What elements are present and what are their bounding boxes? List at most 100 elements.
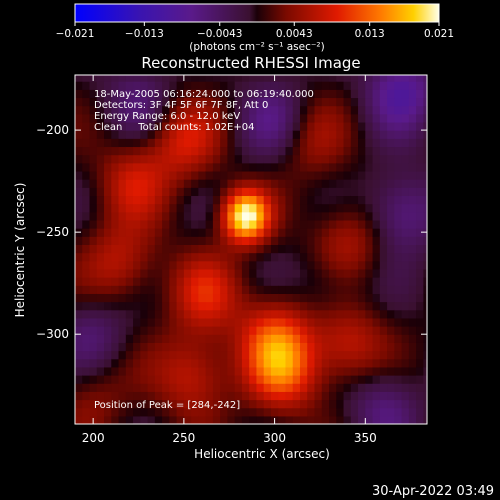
info-annotations: 18-May-2005 06:16:24.000 to 06:19:40.000… xyxy=(94,89,314,411)
heatmap-cell xyxy=(118,244,127,254)
heatmap-cell xyxy=(423,383,427,392)
heatmap-cell xyxy=(263,105,272,115)
heatmap-cell xyxy=(89,260,98,270)
heatmap-cell xyxy=(394,228,403,237)
heatmap-cell xyxy=(104,285,112,294)
heatmap-cell xyxy=(387,170,395,180)
heatmap-cell xyxy=(394,146,403,156)
heatmap-cell xyxy=(358,260,366,270)
heatmap-cell xyxy=(198,121,207,131)
heatmap-cell xyxy=(307,179,316,188)
heatmap-cell xyxy=(212,146,221,156)
heatmap-cell xyxy=(394,326,403,335)
heatmap-cell xyxy=(241,187,250,197)
heatmap-cell xyxy=(162,97,170,107)
heatmap-cell xyxy=(416,236,424,245)
heatmap-cell xyxy=(329,236,337,245)
heatmap-cell xyxy=(314,105,323,115)
heatmap-cell xyxy=(147,219,156,229)
heatmap-cell xyxy=(118,89,127,99)
heatmap-cell xyxy=(285,219,294,229)
heatmap-cell xyxy=(147,326,156,335)
heatmap-cell xyxy=(285,260,294,270)
heatmap-cell xyxy=(183,268,192,278)
heatmap-cell xyxy=(125,342,134,352)
heatmap-cell xyxy=(169,203,178,213)
heatmap-cell xyxy=(125,105,134,115)
heatmap-cell xyxy=(82,277,91,286)
heatmap-cell xyxy=(183,293,192,303)
heatmap-cell xyxy=(220,138,229,148)
heatmap-cell xyxy=(423,342,427,352)
heatmap-cell xyxy=(278,130,287,139)
heatmap-cell xyxy=(104,81,112,90)
heatmap-cell xyxy=(227,375,236,384)
heatmap-cell xyxy=(263,244,272,254)
heatmap-cell xyxy=(104,375,112,384)
heatmap-cell xyxy=(336,113,345,123)
heatmap-cell xyxy=(350,154,359,164)
heatmap-cell xyxy=(307,187,316,197)
heatmap-cell xyxy=(176,121,185,131)
heatmap-cell xyxy=(416,146,424,156)
heatmap-cell xyxy=(372,121,381,131)
heatmap-cell xyxy=(111,81,120,90)
heatmap-cell xyxy=(278,187,287,197)
heatmap-cell xyxy=(256,244,265,254)
heatmap-cell xyxy=(307,203,316,213)
heatmap-cell xyxy=(212,138,221,148)
heatmap-cell xyxy=(401,138,410,148)
heatmap-cell xyxy=(329,219,337,229)
heatmap-cell xyxy=(140,170,149,180)
heatmap-cell xyxy=(299,366,308,376)
heatmap-cell xyxy=(292,277,301,286)
heatmap-cell xyxy=(270,366,279,376)
heatmap-cell xyxy=(394,350,403,360)
heatmap-cell xyxy=(111,113,120,123)
heatmap-cell xyxy=(350,89,359,99)
heatmap-cell xyxy=(263,366,272,376)
heatmap-cell xyxy=(270,236,279,245)
heatmap-cell xyxy=(162,121,170,131)
heatmap-cell xyxy=(125,130,134,139)
heatmap-cell xyxy=(270,203,279,213)
heatmap-cell xyxy=(212,301,221,311)
heatmap-cell xyxy=(358,252,366,262)
heatmap-cell xyxy=(75,170,83,180)
heatmap-cell xyxy=(154,146,163,156)
heatmap-cell xyxy=(154,203,163,213)
heatmap-cell xyxy=(118,407,127,417)
heatmap-cell xyxy=(314,187,323,197)
heatmap-cell xyxy=(133,170,141,180)
heatmap-cell xyxy=(336,81,345,90)
heatmap-cell xyxy=(212,334,221,343)
heatmap-cell xyxy=(387,309,395,319)
heatmap-cell xyxy=(96,350,105,360)
heatmap-cell xyxy=(372,334,381,343)
heatmap-cell xyxy=(263,399,272,409)
heatmap-cell xyxy=(358,75,366,82)
heatmap-cell xyxy=(220,415,229,424)
heatmap-cell xyxy=(169,236,178,245)
heatmap-cell xyxy=(234,285,243,294)
heatmap-cell xyxy=(191,105,199,115)
heatmap-cell xyxy=(336,138,345,148)
heatmap-cell xyxy=(191,170,199,180)
heatmap-cell xyxy=(387,301,395,311)
heatmap-cell xyxy=(336,97,345,107)
heatmap-cell xyxy=(401,415,410,424)
heatmap-cell xyxy=(111,260,120,270)
heatmap-cell xyxy=(111,268,120,278)
heatmap-cell xyxy=(379,260,388,270)
heatmap-cell xyxy=(321,358,330,368)
heatmap-cell xyxy=(154,293,163,303)
heatmap-cell xyxy=(118,219,127,229)
heatmap-cell xyxy=(96,244,105,254)
heatmap-cell xyxy=(133,358,141,368)
heatmap-cell xyxy=(350,75,359,82)
heatmap-cell xyxy=(75,130,83,139)
heatmap-cell xyxy=(314,162,323,172)
heatmap-cell xyxy=(220,309,229,319)
heatmap-cell xyxy=(147,121,156,131)
heatmap-cell xyxy=(365,228,374,237)
